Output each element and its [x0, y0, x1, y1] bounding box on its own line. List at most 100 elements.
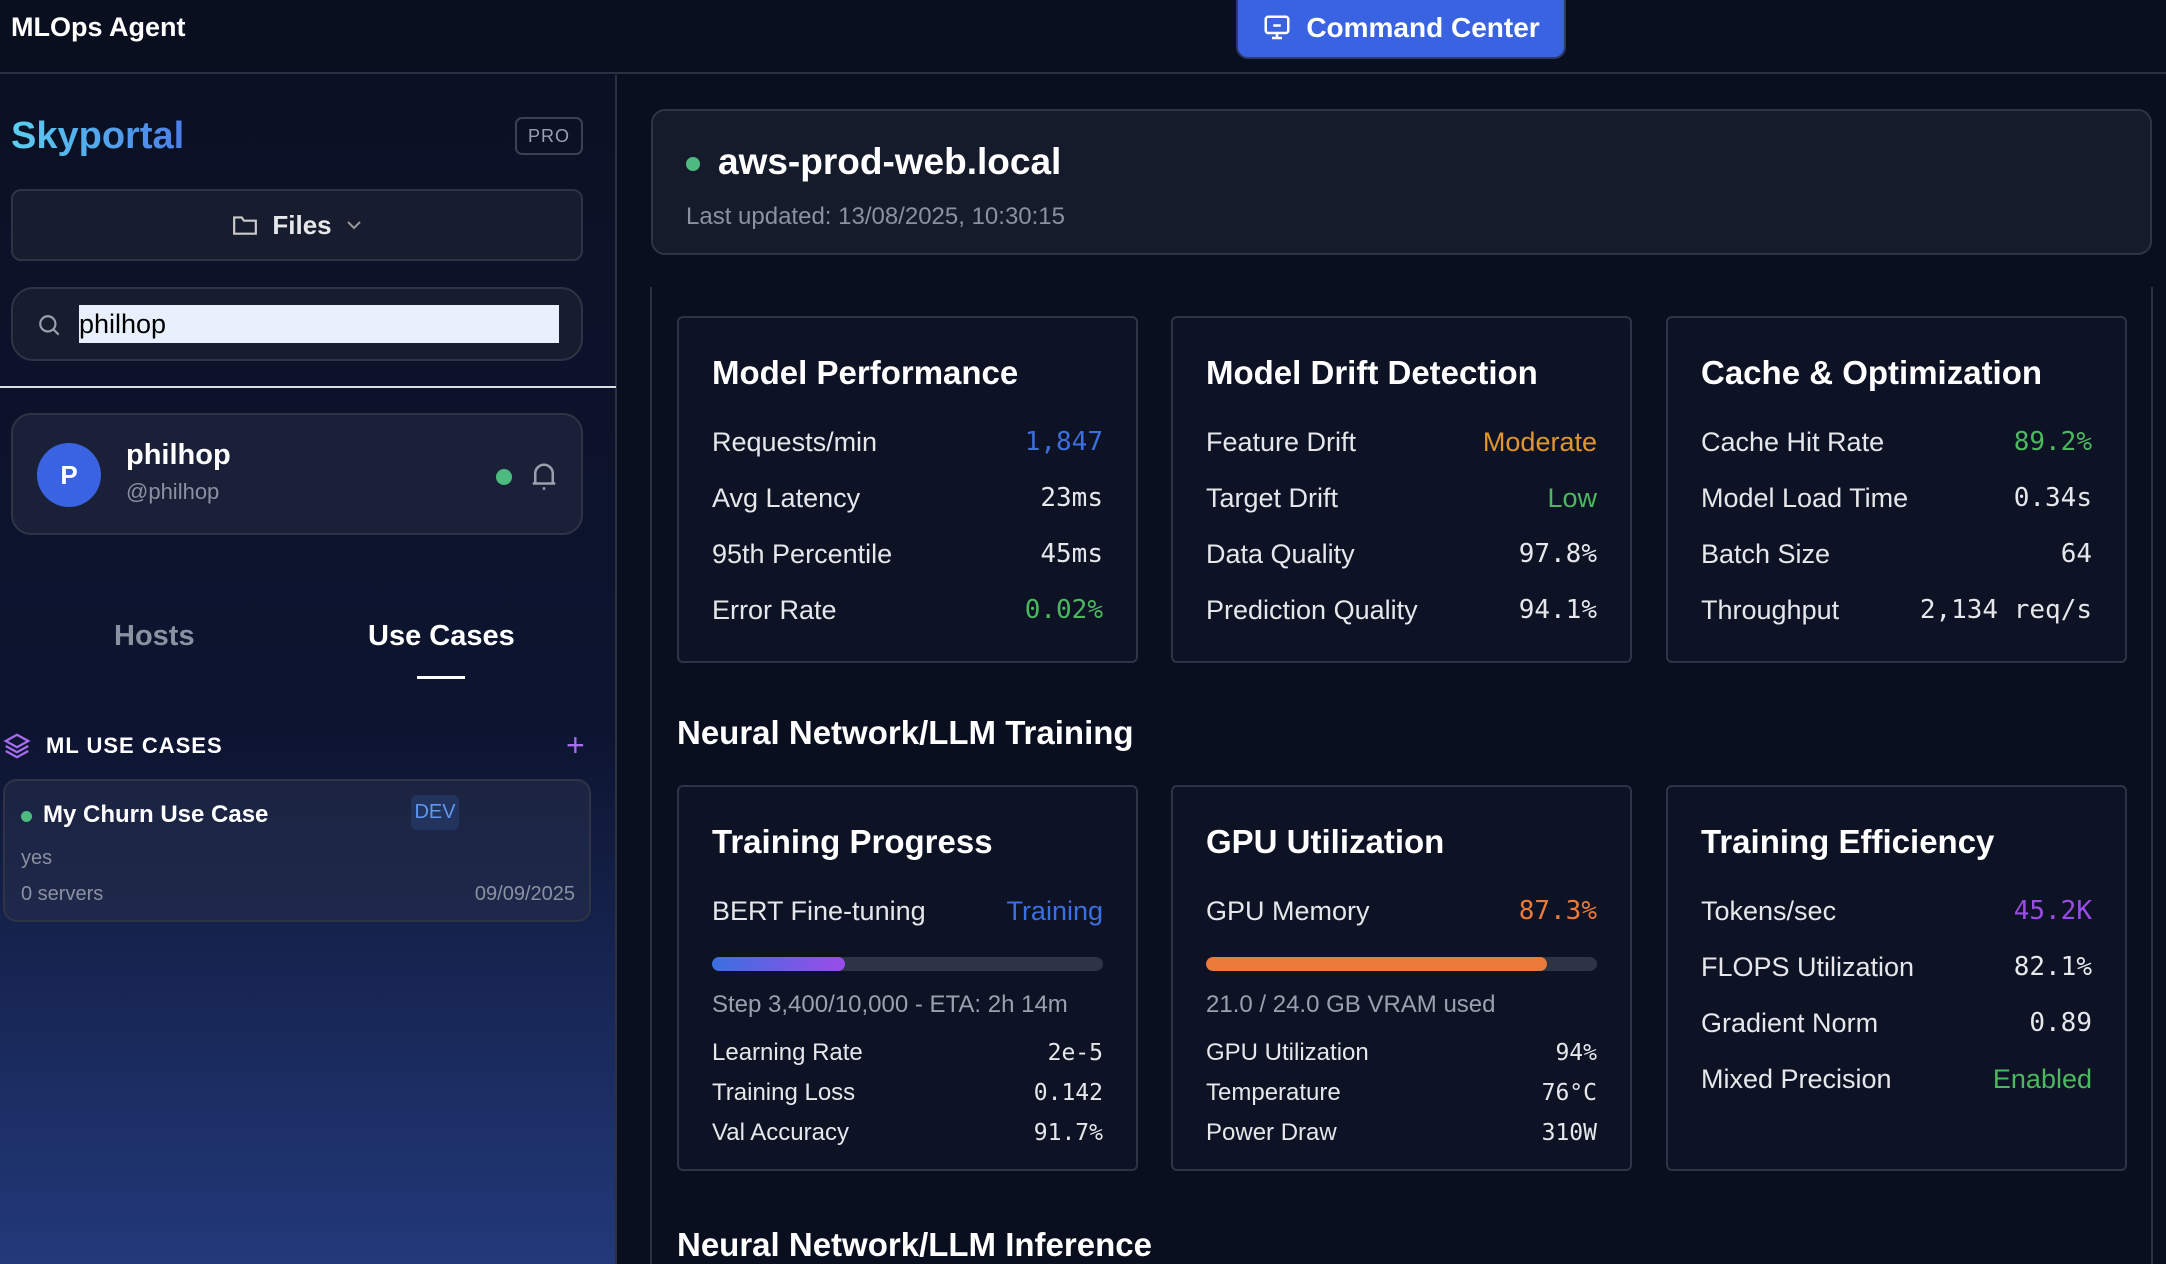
files-dropdown[interactable]: Files: [11, 189, 583, 261]
search-input[interactable]: [79, 305, 559, 343]
metric-row: Mixed Precision Enabled: [1701, 1051, 2092, 1107]
metric-label: Cache Hit Rate: [1701, 426, 1885, 457]
card-title: Training Efficiency: [1701, 823, 1995, 860]
metric-label: Avg Latency: [712, 482, 861, 513]
inference-section-title: Neural Network/LLM Inference: [677, 1226, 1152, 1263]
metric-value: 0.34s: [2013, 483, 2092, 513]
progress-fill: [712, 957, 845, 971]
gpu-memory-label: GPU Memory: [1206, 895, 1370, 926]
metric-value: 89.2%: [2013, 427, 2092, 457]
metric-value: 64: [2060, 539, 2092, 569]
metric-card: Model Drift Detection Feature Drift Modera…: [1171, 316, 1632, 663]
host-name: aws-prod-web.local: [718, 141, 1062, 182]
user-name: philhop: [126, 439, 231, 471]
logo: Skyportal: [11, 115, 185, 157]
metric-label: Data Quality: [1206, 538, 1355, 569]
metric-row: Model Load Time 0.34s: [1701, 470, 2092, 526]
metric-label: Gradient Norm: [1701, 1007, 1879, 1038]
metric-row: Batch Size 64: [1701, 526, 2092, 582]
metric-row: Gradient Norm 0.89: [1701, 995, 2092, 1051]
job-row: BERT Fine-tuning Training: [712, 883, 1103, 939]
metric-row: Target Drift Low: [1206, 470, 1597, 526]
monitor-icon: [1264, 15, 1290, 39]
section-title: ML USE CASES: [46, 733, 223, 758]
files-label: Files: [272, 209, 332, 240]
training-progress-card: Training Progress BERT Fine-tuning Traini…: [677, 785, 1138, 1171]
folder-icon: [233, 216, 258, 235]
metric-value: 97.8%: [1518, 539, 1597, 569]
metric-value: Enabled: [1992, 1063, 2092, 1094]
metric-value: 94%: [1555, 1040, 1597, 1066]
metric-row: Data Quality 97.8%: [1206, 526, 1597, 582]
metric-row: Feature Drift Moderate: [1206, 414, 1597, 470]
metric-value: 23ms: [1040, 483, 1103, 513]
use-case-date: 09/09/2025: [474, 883, 575, 905]
search-box: [11, 287, 583, 361]
vram-info: 21.0 / 24.0 GB VRAM used: [1206, 991, 1496, 1018]
gpu-memory-row: GPU Memory 87.3%: [1206, 883, 1597, 939]
metric-row: Learning Rate 2e-5: [712, 1033, 1103, 1073]
metric-row: Error Rate 0.02%: [712, 582, 1103, 638]
online-status-dot: [496, 469, 512, 485]
card-title: GPU Utilization: [1206, 823, 1445, 860]
metric-value: 76°C: [1541, 1080, 1597, 1106]
add-use-case-button[interactable]: +: [566, 727, 585, 763]
metric-value: Low: [1547, 482, 1597, 513]
metric-label: Prediction Quality: [1206, 594, 1418, 625]
pro-badge: PRO: [515, 117, 583, 155]
active-tab-underline: [417, 676, 465, 679]
last-updated: Last updated: 13/08/2025, 10:30:15: [686, 203, 1065, 230]
training-progress-bar: [712, 957, 1103, 971]
metric-value: 0.89: [2029, 1008, 2092, 1038]
metric-value: 45.2K: [2013, 896, 2092, 926]
metric-label: Throughput: [1701, 594, 1840, 625]
bell-icon[interactable]: [529, 459, 559, 493]
metric-label: Val Accuracy: [712, 1119, 849, 1146]
metric-label: FLOPS Utilization: [1701, 951, 1915, 982]
search-icon: [39, 315, 60, 336]
metric-label: Power Draw: [1206, 1119, 1337, 1146]
metric-row: Val Accuracy 91.7%: [712, 1113, 1103, 1153]
divider: [0, 386, 616, 388]
training-efficiency-card: Training Efficiency Tokens/sec 45.2K FLOPS…: [1666, 785, 2127, 1171]
metric-row: 95th Percentile 45ms: [712, 526, 1103, 582]
host-header-card: aws-prod-web.local Last updated: 13/08/2…: [651, 109, 2152, 255]
metric-value: 2,134 req/s: [1919, 595, 2092, 625]
card-title: Cache & Optimization: [1701, 354, 2043, 391]
step-info: Step 3,400/10,000 - ETA: 2h 14m: [712, 991, 1068, 1018]
host-status-dot: [686, 157, 700, 171]
tab-hosts[interactable]: Hosts: [114, 620, 195, 652]
metric-value: Moderate: [1482, 426, 1597, 457]
chevron-down-icon: [346, 221, 361, 230]
metric-label: Tokens/sec: [1701, 895, 1837, 926]
avatar: P: [37, 443, 101, 507]
tab-use-cases[interactable]: Use Cases: [368, 620, 515, 652]
use-case-name: My Churn Use Case: [43, 801, 269, 828]
command-center-label: Command Center: [1306, 11, 1540, 43]
use-case-description: yes: [21, 847, 53, 869]
metric-row: Power Draw 310W: [1206, 1113, 1597, 1153]
metric-row: Tokens/sec 45.2K: [1701, 883, 2092, 939]
metric-row: GPU Utilization 94%: [1206, 1033, 1597, 1073]
job-status: Training: [1006, 895, 1103, 926]
metric-card: Model Performance Requests/min 1,847 Avg La…: [677, 316, 1138, 663]
panel-border-left: [650, 287, 652, 1264]
gpu-utilization-card: GPU Utilization GPU Memory 87.3% 21.0 / 2…: [1171, 785, 1632, 1171]
metric-label: Temperature: [1206, 1079, 1341, 1106]
metric-row: Temperature 76°C: [1206, 1073, 1597, 1113]
panel-border-right: [2151, 287, 2153, 1264]
use-case-card[interactable]: My Churn Use Case DEV yes 0 servers 09/0…: [3, 779, 591, 922]
user-card[interactable]: P philhop @philhop: [11, 413, 583, 535]
env-badge: DEV: [411, 795, 459, 830]
job-name: BERT Fine-tuning: [712, 895, 926, 926]
top-bar: MLOps Agent Command Center: [0, 0, 2166, 74]
command-center-button[interactable]: Command Center: [1236, 0, 1566, 59]
metric-label: Model Load Time: [1701, 482, 1909, 513]
metric-row: Cache Hit Rate 89.2%: [1701, 414, 2092, 470]
metric-label: Batch Size: [1701, 538, 1831, 569]
metric-value: 0.142: [1033, 1080, 1103, 1106]
metric-value: 310W: [1541, 1120, 1597, 1146]
metric-label: Feature Drift: [1206, 426, 1357, 457]
metric-label: GPU Utilization: [1206, 1039, 1369, 1066]
metric-label: Mixed Precision: [1701, 1063, 1892, 1094]
